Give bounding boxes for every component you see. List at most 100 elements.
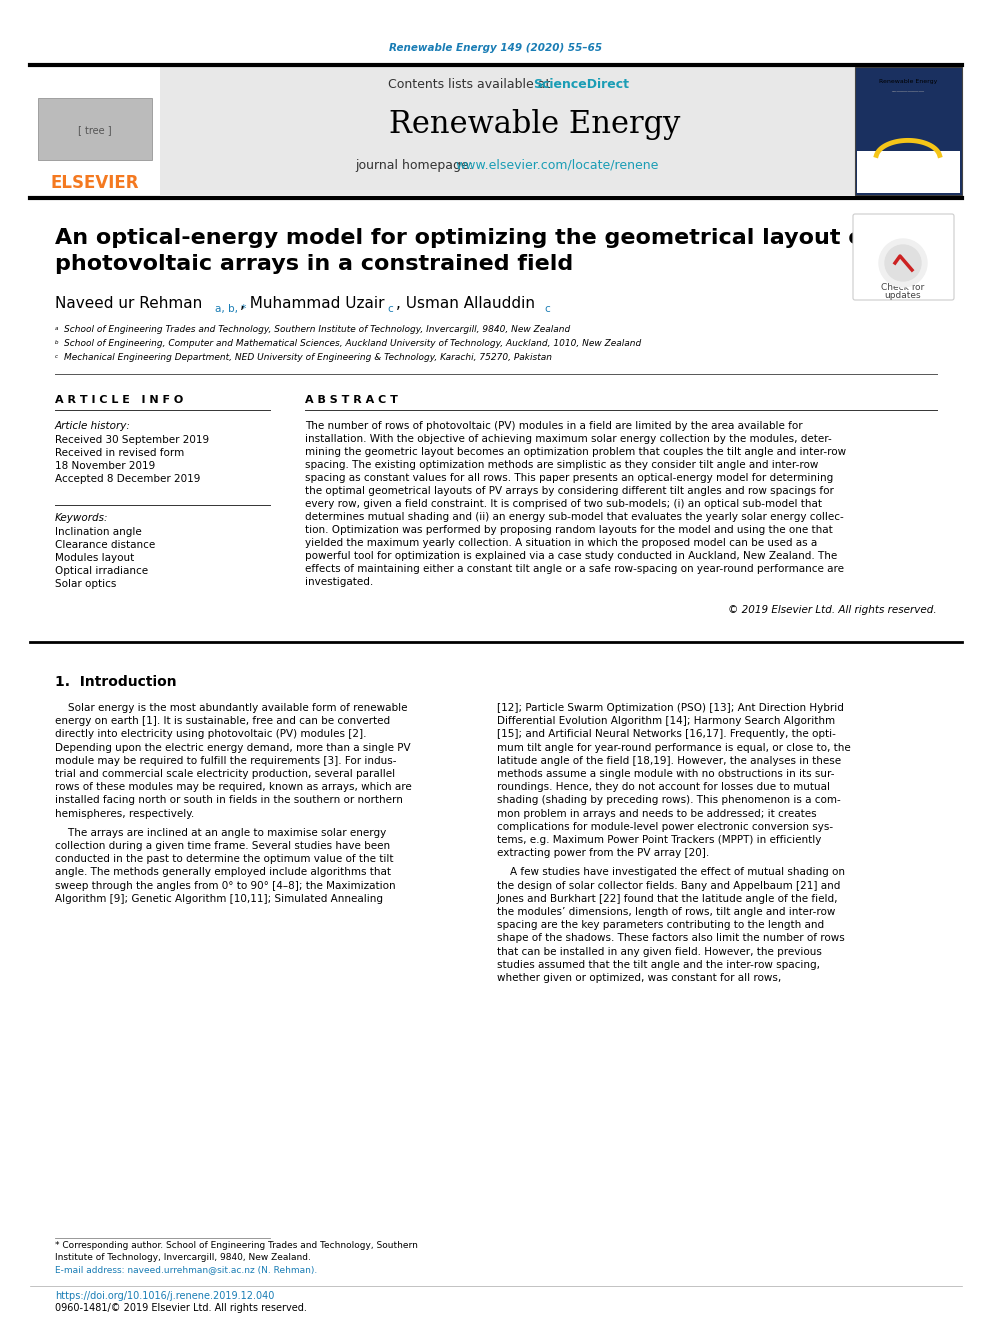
- Text: mon problem in arrays and needs to be addressed; it creates: mon problem in arrays and needs to be ad…: [497, 808, 816, 819]
- Text: roundings. Hence, they do not account for losses due to mutual: roundings. Hence, they do not account fo…: [497, 782, 830, 792]
- Text: c: c: [387, 304, 393, 314]
- Text: Contents lists available at: Contents lists available at: [388, 78, 555, 91]
- Text: Jones and Burkhart [22] found that the latitude angle of the field,: Jones and Burkhart [22] found that the l…: [497, 894, 838, 904]
- Text: shading (shading by preceding rows). This phenomenon is a com-: shading (shading by preceding rows). Thi…: [497, 795, 841, 806]
- Text: investigated.: investigated.: [305, 577, 373, 587]
- Bar: [855, 67, 962, 194]
- Text: , Usman Allauddin: , Usman Allauddin: [396, 296, 540, 311]
- Text: mining the geometric layout becomes an optimization problem that couples the til: mining the geometric layout becomes an o…: [305, 447, 846, 456]
- Text: latitude angle of the field [18,19]. However, the analyses in these: latitude angle of the field [18,19]. How…: [497, 755, 841, 766]
- Text: ____________: ____________: [892, 87, 925, 93]
- Text: every row, given a field constraint. It is comprised of two sub-models; (i) an o: every row, given a field constraint. It …: [305, 499, 822, 509]
- Text: conducted in the past to determine the optimum value of the tilt: conducted in the past to determine the o…: [55, 855, 394, 864]
- Bar: [38, 98, 152, 160]
- Text: installation. With the objective of achieving maximum solar energy collection by: installation. With the objective of achi…: [305, 434, 831, 445]
- Text: A few studies have investigated the effect of mutual shading on: A few studies have investigated the effe…: [497, 868, 845, 877]
- Text: that can be installed in any given field. However, the previous: that can be installed in any given field…: [497, 946, 822, 957]
- Text: the design of solar collector fields. Bany and Appelbaum [21] and: the design of solar collector fields. Ba…: [497, 881, 840, 890]
- Text: mum tilt angle for year-round performance is equal, or close to, the: mum tilt angle for year-round performanc…: [497, 742, 851, 753]
- Text: © 2019 Elsevier Ltd. All rights reserved.: © 2019 Elsevier Ltd. All rights reserved…: [728, 605, 937, 615]
- Text: 0960-1481/© 2019 Elsevier Ltd. All rights reserved.: 0960-1481/© 2019 Elsevier Ltd. All right…: [55, 1303, 307, 1312]
- Text: Renewable Energy: Renewable Energy: [879, 79, 937, 85]
- Text: powerful tool for optimization is explained via a case study conducted in Auckla: powerful tool for optimization is explai…: [305, 550, 837, 561]
- Text: spacing. The existing optimization methods are simplistic as they consider tilt : spacing. The existing optimization metho…: [305, 460, 818, 470]
- Bar: [30, 67, 160, 194]
- Text: Renewable Energy: Renewable Energy: [389, 110, 681, 140]
- Text: rows of these modules may be required, known as arrays, which are: rows of these modules may be required, k…: [55, 782, 412, 792]
- Text: ScienceDirect: ScienceDirect: [533, 78, 629, 91]
- Text: The arrays are inclined at an angle to maximise solar energy: The arrays are inclined at an angle to m…: [55, 828, 386, 837]
- Text: complications for module-level power electronic conversion sys-: complications for module-level power ele…: [497, 822, 833, 832]
- Text: Check for: Check for: [881, 283, 925, 292]
- Text: Solar energy is the most abundantly available form of renewable: Solar energy is the most abundantly avai…: [55, 703, 408, 713]
- Text: module may be required to fulfill the requirements [3]. For indus-: module may be required to fulfill the re…: [55, 755, 397, 766]
- Text: Article history:: Article history:: [55, 421, 131, 431]
- Text: spacing are the key parameters contributing to the length and: spacing are the key parameters contribut…: [497, 921, 824, 930]
- Text: ᵃ: ᵃ: [55, 325, 59, 335]
- Text: Naveed ur Rehman: Naveed ur Rehman: [55, 296, 207, 311]
- Text: [12]; Particle Swarm Optimization (PSO) [13]; Ant Direction Hybrid: [12]; Particle Swarm Optimization (PSO) …: [497, 703, 844, 713]
- Text: trial and commercial scale electricity production, several parallel: trial and commercial scale electricity p…: [55, 769, 395, 779]
- Text: https://doi.org/10.1016/j.renene.2019.12.040: https://doi.org/10.1016/j.renene.2019.12…: [55, 1291, 275, 1301]
- Text: studies assumed that the tilt angle and the inter-row spacing,: studies assumed that the tilt angle and …: [497, 959, 820, 970]
- Text: whether given or optimized, was constant for all rows,: whether given or optimized, was constant…: [497, 972, 782, 983]
- Text: Received 30 September 2019: Received 30 September 2019: [55, 435, 209, 445]
- Text: hemispheres, respectively.: hemispheres, respectively.: [55, 808, 194, 819]
- Text: ELSEVIER: ELSEVIER: [51, 175, 139, 192]
- Text: ᵇ: ᵇ: [55, 340, 59, 348]
- Text: tion. Optimization was performed by proposing random layouts for the model and u: tion. Optimization was performed by prop…: [305, 525, 832, 534]
- Text: An optical-energy model for optimizing the geometrical layout of solar: An optical-energy model for optimizing t…: [55, 228, 943, 247]
- Text: a, b, *: a, b, *: [215, 304, 246, 314]
- Text: angle. The methods generally employed include algorithms that: angle. The methods generally employed in…: [55, 868, 391, 877]
- Text: School of Engineering Trades and Technology, Southern Institute of Technology, I: School of Engineering Trades and Technol…: [64, 325, 570, 335]
- Text: extracting power from the PV array [20].: extracting power from the PV array [20].: [497, 848, 709, 859]
- Text: www.elsevier.com/locate/renene: www.elsevier.com/locate/renene: [455, 159, 659, 172]
- Text: shape of the shadows. These factors also limit the number of rows: shape of the shadows. These factors also…: [497, 934, 845, 943]
- Text: Clearance distance: Clearance distance: [55, 540, 156, 550]
- Text: Algorithm [9]; Genetic Algorithm [10,11]; Simulated Annealing: Algorithm [9]; Genetic Algorithm [10,11]…: [55, 894, 383, 904]
- Text: * Corresponding author. School of Engineering Trades and Technology, Southern: * Corresponding author. School of Engine…: [55, 1241, 418, 1250]
- Text: [ tree ]: [ tree ]: [78, 124, 112, 135]
- Circle shape: [885, 245, 921, 280]
- Text: The number of rows of photovoltaic (PV) modules in a field are limited by the ar: The number of rows of photovoltaic (PV) …: [305, 421, 803, 431]
- Text: Solar optics: Solar optics: [55, 579, 116, 589]
- Text: Renewable Energy 149 (2020) 55–65: Renewable Energy 149 (2020) 55–65: [390, 44, 602, 53]
- Text: photovoltaic arrays in a constrained field: photovoltaic arrays in a constrained fie…: [55, 254, 573, 274]
- Text: Inclination angle: Inclination angle: [55, 527, 142, 537]
- Text: 18 November 2019: 18 November 2019: [55, 460, 156, 471]
- Circle shape: [879, 239, 927, 287]
- Bar: [160, 67, 855, 194]
- Text: collection during a given time frame. Several studies have been: collection during a given time frame. Se…: [55, 841, 390, 851]
- Text: School of Engineering, Computer and Mathematical Sciences, Auckland University o: School of Engineering, Computer and Math…: [64, 340, 641, 348]
- Text: Modules layout: Modules layout: [55, 553, 134, 564]
- Text: , Muhammad Uzair: , Muhammad Uzair: [240, 296, 390, 311]
- Text: tems, e.g. Maximum Power Point Trackers (MPPT) in efficiently: tems, e.g. Maximum Power Point Trackers …: [497, 835, 821, 845]
- Text: E-mail address: naveed.urrehman@sit.ac.nz (N. Rehman).: E-mail address: naveed.urrehman@sit.ac.n…: [55, 1266, 317, 1274]
- Text: journal homepage:: journal homepage:: [355, 159, 477, 172]
- Text: ᶜ: ᶜ: [55, 353, 59, 363]
- Text: installed facing north or south in fields in the southern or northern: installed facing north or south in field…: [55, 795, 403, 806]
- Text: 1.  Introduction: 1. Introduction: [55, 675, 177, 689]
- Text: spacing as constant values for all rows. This paper presents an optical-energy m: spacing as constant values for all rows.…: [305, 474, 833, 483]
- Text: updates: updates: [885, 291, 922, 300]
- Text: Optical irradiance: Optical irradiance: [55, 566, 148, 576]
- Text: Mechanical Engineering Department, NED University of Engineering & Technology, K: Mechanical Engineering Department, NED U…: [64, 353, 552, 363]
- Text: Depending upon the electric energy demand, more than a single PV: Depending upon the electric energy deman…: [55, 742, 411, 753]
- Text: yielded the maximum yearly collection. A situation in which the proposed model c: yielded the maximum yearly collection. A…: [305, 538, 817, 548]
- Text: Differential Evolution Algorithm [14]; Harmony Search Algorithm: Differential Evolution Algorithm [14]; H…: [497, 716, 835, 726]
- Text: sweep through the angles from 0° to 90° [4–8]; the Maximization: sweep through the angles from 0° to 90° …: [55, 881, 396, 890]
- Text: effects of maintaining either a constant tilt angle or a safe row-spacing on yea: effects of maintaining either a constant…: [305, 564, 844, 574]
- Bar: [857, 151, 960, 193]
- Text: methods assume a single module with no obstructions in its sur-: methods assume a single module with no o…: [497, 769, 834, 779]
- Text: determines mutual shading and (ii) an energy sub-model that evaluates the yearly: determines mutual shading and (ii) an en…: [305, 512, 844, 523]
- Text: directly into electricity using photovoltaic (PV) modules [2].: directly into electricity using photovol…: [55, 729, 366, 740]
- Text: energy on earth [1]. It is sustainable, free and can be converted: energy on earth [1]. It is sustainable, …: [55, 716, 390, 726]
- Text: the modules’ dimensions, length of rows, tilt angle and inter-row: the modules’ dimensions, length of rows,…: [497, 908, 835, 917]
- FancyBboxPatch shape: [853, 214, 954, 300]
- Text: c: c: [544, 304, 550, 314]
- Text: the optimal geometrical layouts of PV arrays by considering different tilt angle: the optimal geometrical layouts of PV ar…: [305, 486, 834, 496]
- Text: A B S T R A C T: A B S T R A C T: [305, 396, 398, 405]
- Text: Received in revised form: Received in revised form: [55, 448, 185, 458]
- Text: Institute of Technology, Invercargill, 9840, New Zealand.: Institute of Technology, Invercargill, 9…: [55, 1253, 310, 1262]
- Text: Accepted 8 December 2019: Accepted 8 December 2019: [55, 474, 200, 484]
